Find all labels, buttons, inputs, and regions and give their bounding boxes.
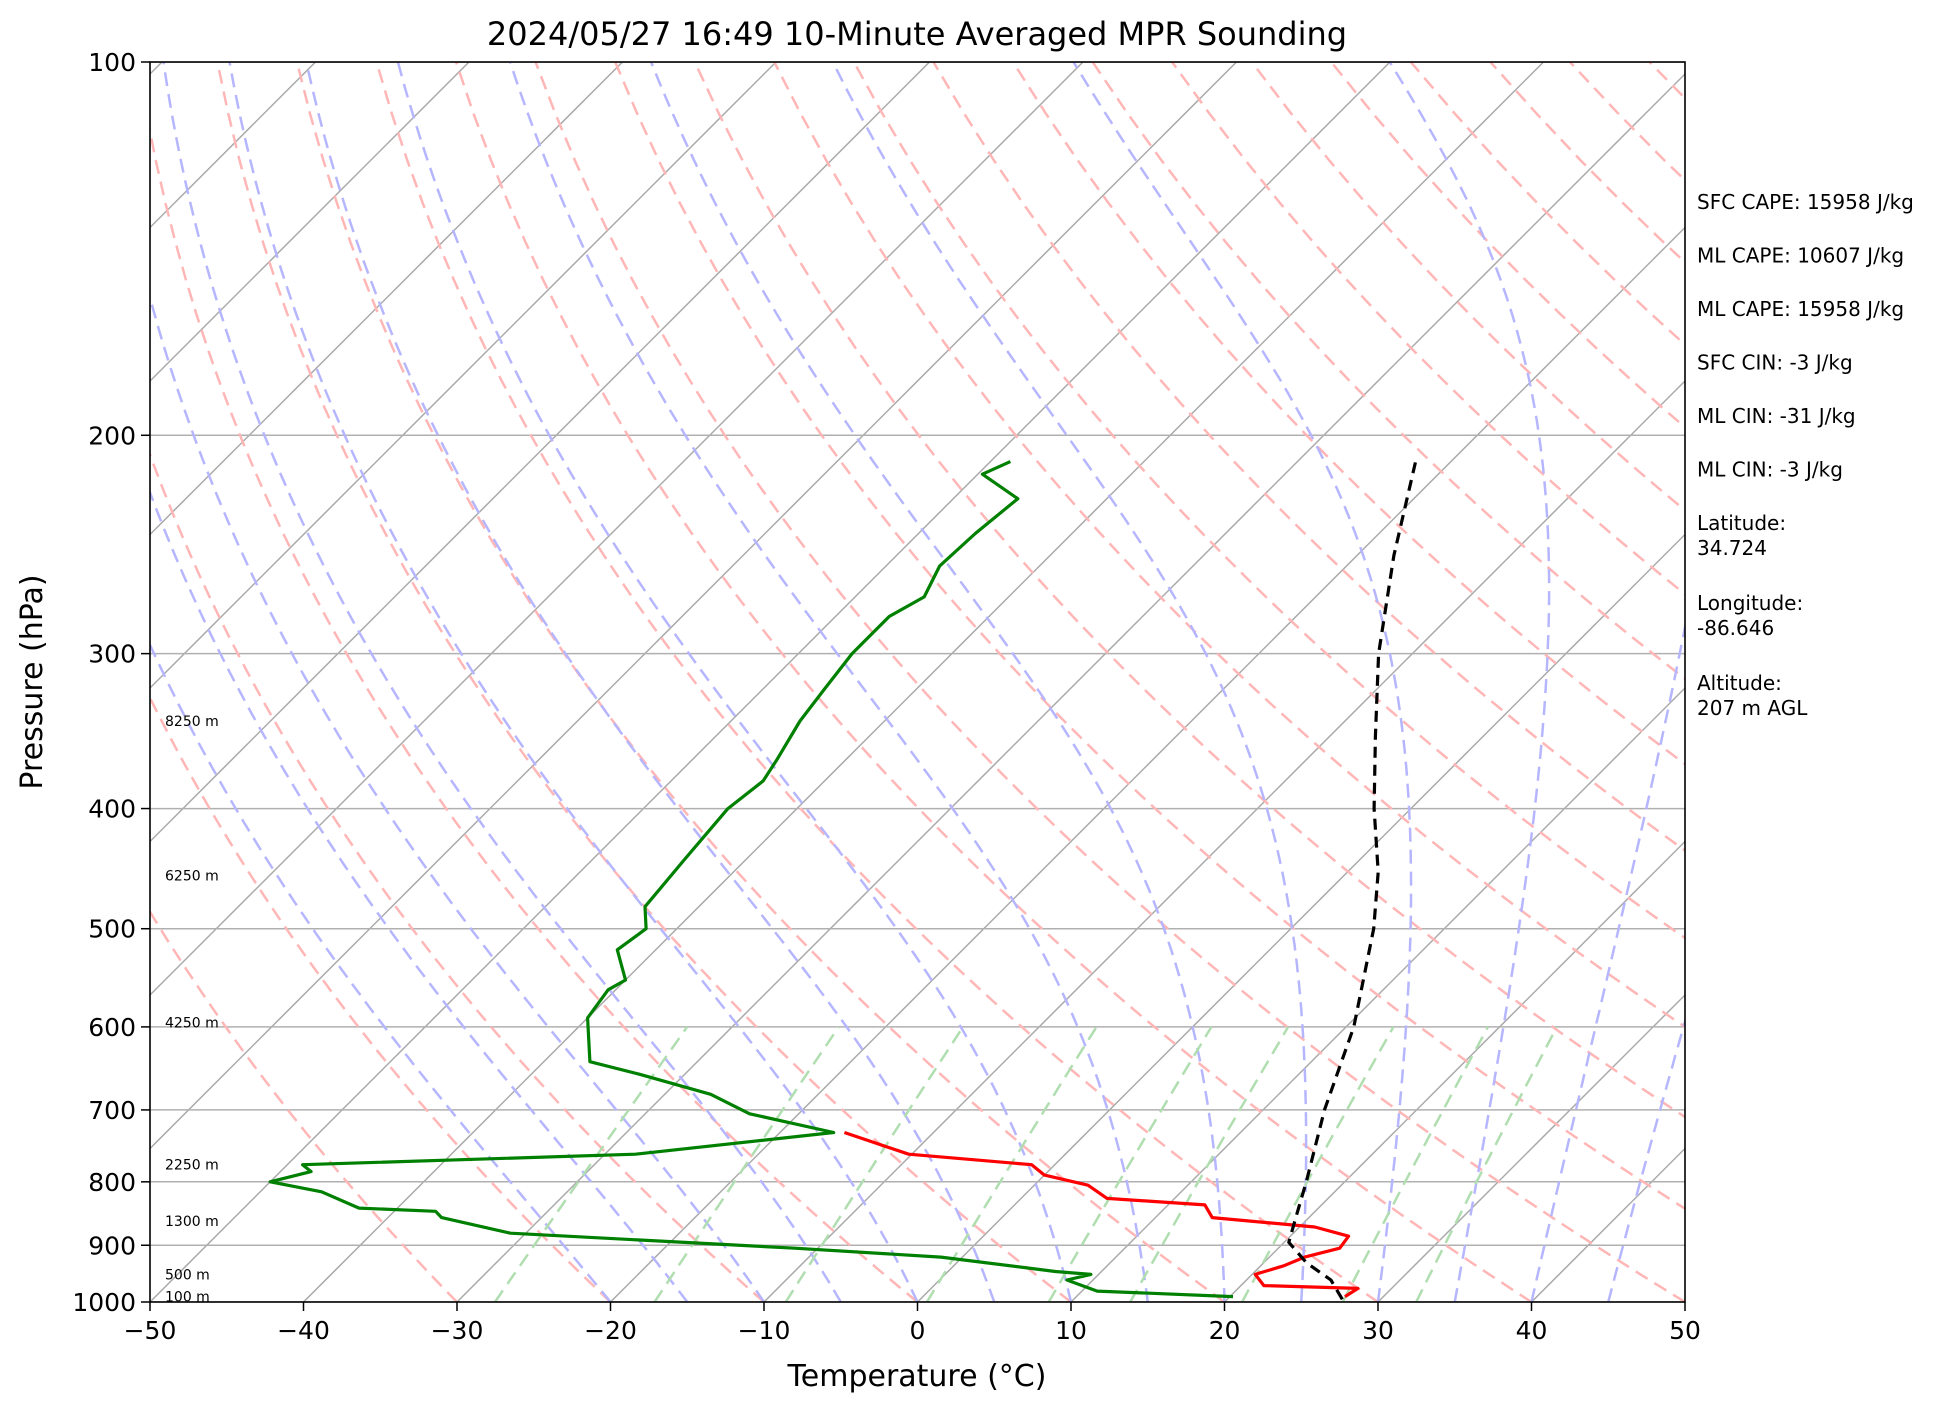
dry-adiabat-line <box>217 62 1071 1302</box>
y-axis-ticks: 100 200 300 400 500 600 700 800 900 1000 <box>72 48 150 1317</box>
y-tick-label: 500 <box>88 915 136 944</box>
y-tick-label: 300 <box>88 640 136 669</box>
sounding-info-line: Longitude: <box>1697 591 1803 615</box>
sounding-info-item: ML CIN: -31 J/kg <box>1697 404 1856 428</box>
dry-adiabat-line <box>0 62 457 1302</box>
moist-adiabat-line <box>105 62 764 1302</box>
height-label: 6250 m <box>165 869 219 885</box>
sounding-info-item: ML CAPE: 15958 J/kg <box>1697 297 1904 321</box>
sounding-info-item: SFC CAPE: 15958 J/kg <box>1697 190 1914 214</box>
y-tick-label: 700 <box>88 1096 136 1125</box>
x-tick-label: −40 <box>277 1316 330 1345</box>
data-series <box>270 462 1415 1300</box>
dry-adiabat-line <box>377 62 1379 1302</box>
reference-lines <box>0 62 1950 1302</box>
sounding-info-item: Latitude:34.724 <box>1697 511 1786 560</box>
sounding-info-item: ML CIN: -3 J/kg <box>1697 458 1843 482</box>
isotherm-line <box>0 62 1083 1302</box>
y-tick-label: 900 <box>88 1231 136 1260</box>
moist-adiabat-line <box>306 62 994 1302</box>
sounding-info-line: Latitude: <box>1697 511 1786 535</box>
x-tick-label: 0 <box>910 1316 926 1345</box>
x-tick-label: −10 <box>738 1316 791 1345</box>
x-tick-label: 50 <box>1669 1316 1701 1345</box>
sounding-info-item: Longitude:-86.646 <box>1697 591 1803 640</box>
mixing-ratio-line <box>786 1027 963 1302</box>
x-axis-ticks: −50 −40 −30 −20 −10 0 10 20 30 40 50 <box>124 1302 1701 1345</box>
x-axis-label: Temperature (°C) <box>787 1359 1047 1394</box>
y-tick-label: 600 <box>88 1013 136 1042</box>
sounding-info-line: 34.724 <box>1697 536 1767 560</box>
isotherm-line <box>150 62 1390 1302</box>
height-label: 2250 m <box>165 1158 219 1174</box>
sounding-info-line: ML CIN: -31 J/kg <box>1697 404 1856 428</box>
x-tick-label: 20 <box>1209 1316 1241 1345</box>
moist-adiabat-line <box>1074 62 1412 1302</box>
x-tick-label: −30 <box>431 1316 484 1345</box>
x-tick-label: −20 <box>584 1316 637 1345</box>
sounding-info-line: Altitude: <box>1697 671 1782 695</box>
sounding-info-panel: SFC CAPE: 15958 J/kg ML CAPE: 10607 J/kg M… <box>1697 190 1914 720</box>
x-tick-label: 40 <box>1516 1316 1548 1345</box>
sounding-info-item: ML CAPE: 10607 J/kg <box>1697 244 1904 268</box>
sounding-info-line: ML CIN: -3 J/kg <box>1697 458 1843 482</box>
y-tick-label: 400 <box>88 795 136 824</box>
chart-title: 2024/05/27 16:49 10-Minute Averaged MPR … <box>487 15 1347 53</box>
sounding-info-line: ML CAPE: 10607 J/kg <box>1697 244 1904 268</box>
height-label: 4250 m <box>165 1015 219 1031</box>
height-label: 500 m <box>165 1267 210 1283</box>
sounding-info-item: SFC CIN: -3 J/kg <box>1697 351 1853 375</box>
sounding-info-line: 207 m AGL <box>1697 696 1808 720</box>
height-label: 100 m <box>165 1290 210 1306</box>
mixing-ratio-line <box>1416 1027 1557 1302</box>
y-tick-label: 100 <box>88 48 136 77</box>
moist-adiabat-line <box>1390 62 1549 1302</box>
sounding-info-line: -86.646 <box>1697 616 1774 640</box>
plot-frame <box>150 62 1685 1302</box>
y-axis-label: Pressure (hPa) <box>15 574 50 789</box>
dry-adiabat-line <box>615 62 1838 1302</box>
mixing-ratio-line <box>1343 1027 1488 1302</box>
y-tick-label: 200 <box>88 421 136 450</box>
moist-adiabat-line <box>230 62 918 1302</box>
y-tick-label: 800 <box>88 1168 136 1197</box>
x-tick-label: −50 <box>124 1316 177 1345</box>
moist-adiabat-line <box>53 62 688 1302</box>
sounding-info-line: SFC CAPE: 15958 J/kg <box>1697 190 1914 214</box>
height-label: 8250 m <box>165 714 219 730</box>
x-tick-label: 10 <box>1055 1316 1087 1345</box>
moist-adiabat-line <box>398 62 1071 1302</box>
sounding-info-item: Altitude:207 m AGL <box>1697 671 1808 720</box>
isotherm-line <box>0 62 930 1302</box>
isotherm-line <box>0 62 469 1302</box>
sounding-info-line: ML CAPE: 15958 J/kg <box>1697 297 1904 321</box>
mixing-ratio-line <box>495 1027 687 1302</box>
isotherm-line <box>0 62 1237 1302</box>
height-label: 1300 m <box>165 1214 219 1230</box>
mixing-ratio-line <box>1049 1027 1212 1302</box>
x-tick-label: 30 <box>1362 1316 1394 1345</box>
isotherm-line <box>0 62 9 1302</box>
sounding-info-line: SFC CIN: -3 J/kg <box>1697 351 1853 375</box>
y-tick-label: 1000 <box>72 1288 136 1317</box>
height-labels: 100 m 500 m 1300 m 2250 m 4250 m 6250 m 8250 m <box>165 714 219 1306</box>
dry-adiabat-line <box>58 62 764 1302</box>
